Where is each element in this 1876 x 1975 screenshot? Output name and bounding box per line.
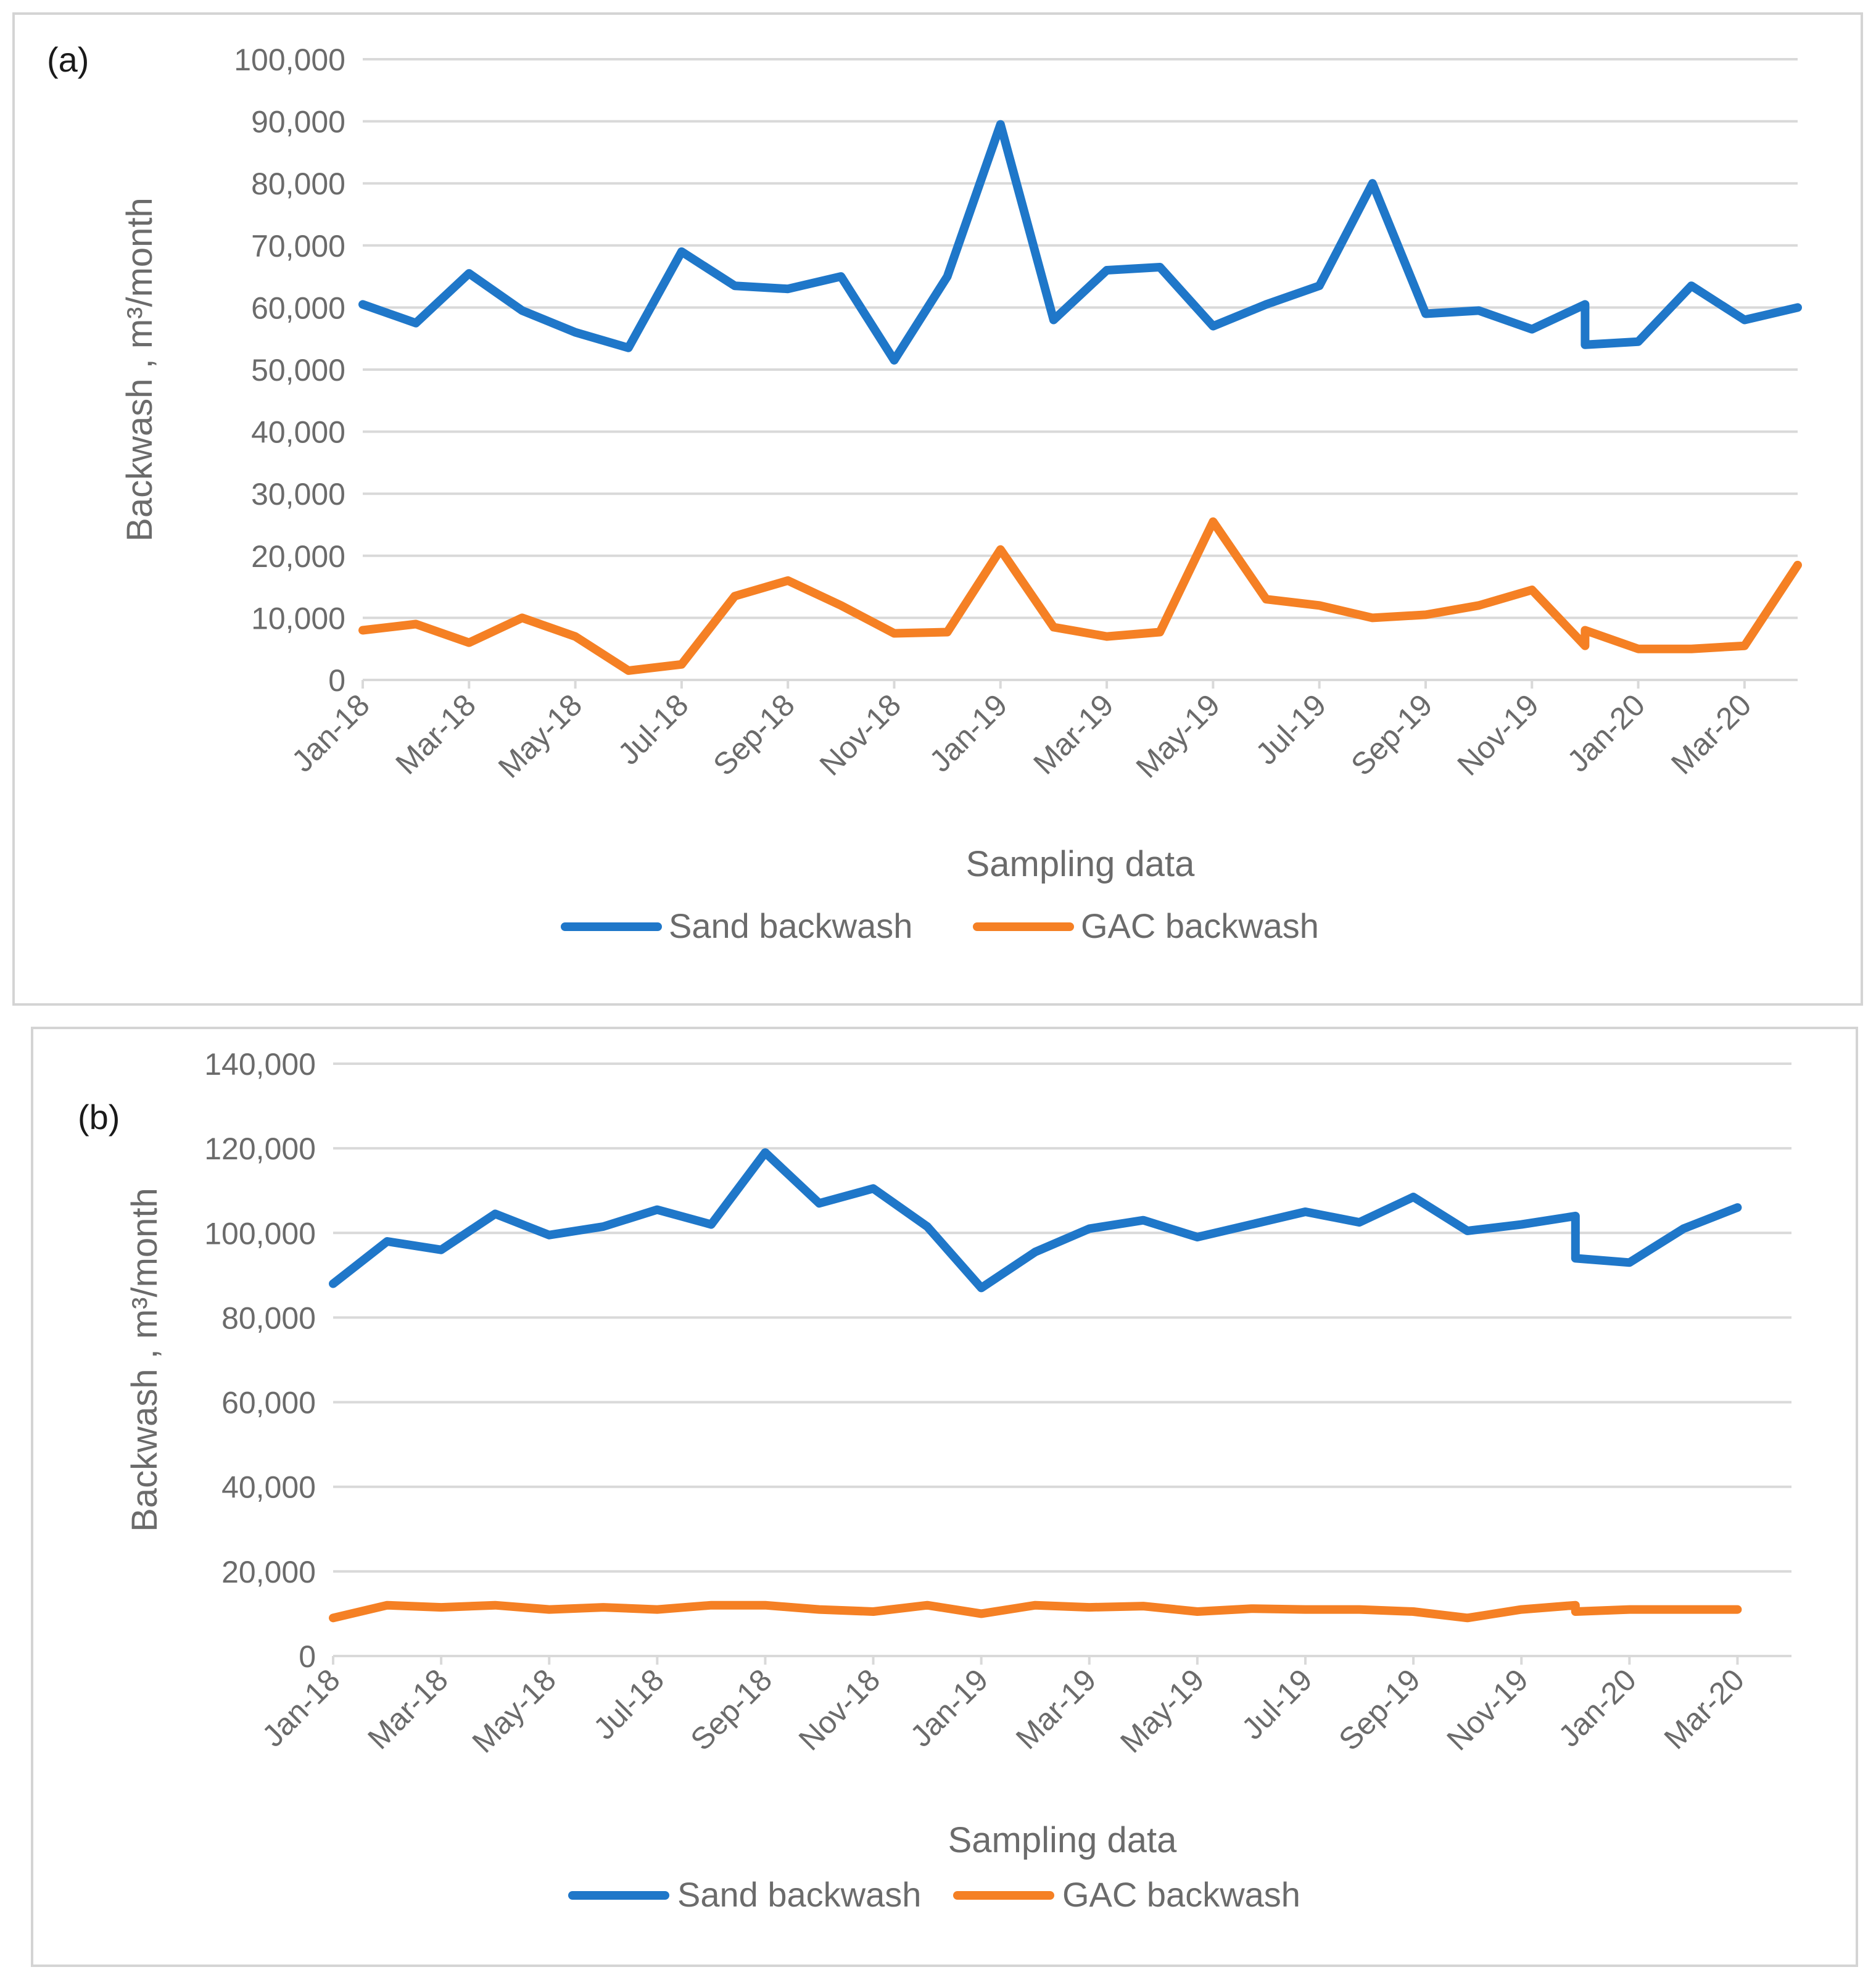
y-tick-label: 10,000 [251, 601, 345, 636]
y-tick-label: 60,000 [221, 1386, 316, 1420]
x-tick-label: Jan-18 [285, 687, 376, 779]
x-tick-label: May-19 [1114, 1662, 1210, 1759]
y-tick-label: 100,000 [204, 1216, 316, 1251]
x-tick-label: Nov-18 [792, 1662, 887, 1757]
legend-label-gac-backwash: GAC backwash [1062, 1875, 1300, 1914]
x-tick-label: Mar-18 [361, 1662, 455, 1756]
x-tick-label: Mar-19 [1027, 687, 1120, 781]
y-tick-label: 30,000 [251, 477, 345, 511]
x-tick-label: Sep-18 [706, 687, 801, 782]
y-tick-label: 0 [299, 1639, 316, 1674]
x-tick-label: Nov-18 [813, 687, 908, 782]
x-tick-label: Sep-18 [684, 1662, 779, 1757]
x-tick-label: Mar-18 [389, 687, 482, 781]
x-tick-label: Mar-20 [1664, 687, 1758, 781]
x-tick-label: May-18 [466, 1662, 563, 1759]
y-tick-label: 80,000 [221, 1301, 316, 1335]
x-tick-label: Mar-19 [1009, 1662, 1103, 1756]
series-line-gac-backwash [358, 517, 1802, 675]
y-tick-label: 90,000 [251, 105, 345, 139]
y-tick-label: 100,000 [234, 43, 345, 77]
y-tick-label: 70,000 [251, 229, 345, 263]
panel-label: (b) [78, 1098, 120, 1137]
x-tick-label: May-18 [492, 687, 589, 784]
x-tick-label: Jul-19 [1235, 1662, 1319, 1746]
x-tick-label: Jan-19 [904, 1662, 995, 1753]
x-tick-label: Jan-20 [1552, 1662, 1643, 1753]
chart-panel-b: 0 20,000 40,000 60,000 80,000 100,000 120,000 1… [31, 1027, 1858, 1967]
series-line-sand-backwash [358, 120, 1802, 365]
series-line-gac-backwash [329, 1600, 1742, 1623]
y-tick-label: 20,000 [221, 1555, 316, 1589]
x-tick-label: Sep-19 [1344, 687, 1439, 782]
y-tick-label: 80,000 [251, 167, 345, 201]
x-tick-label: May-19 [1130, 687, 1226, 784]
y-axis-title: Backwash , m³/month [120, 197, 160, 542]
legend-label-gac-backwash: GAC backwash [1081, 906, 1319, 945]
legend-label-sand-backwash: Sand backwash [669, 906, 912, 945]
legend-label-sand-backwash: Sand backwash [677, 1875, 921, 1914]
y-tick-label: 60,000 [251, 291, 345, 325]
y-tick-label: 40,000 [251, 415, 345, 450]
panel-label: (a) [47, 40, 89, 79]
x-tick-label: Jul-19 [1249, 687, 1333, 771]
x-tick-label: Jan-19 [923, 687, 1014, 779]
x-tick-label: Jan-18 [255, 1662, 347, 1753]
x-tick-label: Jul-18 [587, 1662, 671, 1746]
chart-b-svg: 0 20,000 40,000 60,000 80,000 100,000 120,000 1… [78, 1047, 1791, 1914]
x-tick-label: Mar-20 [1658, 1662, 1751, 1756]
x-axis-title: Sampling data [948, 1820, 1178, 1860]
x-tick-label: Sep-19 [1332, 1662, 1427, 1757]
series-line-sand-backwash [329, 1148, 1742, 1293]
y-tick-label: 20,000 [251, 539, 345, 574]
x-tick-label: Jul-18 [611, 687, 695, 771]
y-axis-title: Backwash , m³/month [125, 1188, 165, 1532]
x-tick-label: Jan-20 [1561, 687, 1652, 779]
chart-panel-a: 0 10,000 20,000 30,000 40,000 50,000 60,000 70,… [12, 12, 1863, 1006]
chart-a-svg: 0 10,000 20,000 30,000 40,000 50,000 60,000 70,… [47, 40, 1802, 945]
y-tick-label: 40,000 [221, 1470, 316, 1505]
y-tick-label: 50,000 [251, 353, 345, 387]
x-tick-label: Nov-19 [1440, 1662, 1535, 1757]
y-tick-label: 120,000 [204, 1132, 316, 1166]
x-axis-title: Sampling data [966, 844, 1196, 884]
y-tick-label: 0 [328, 663, 345, 698]
x-tick-label: Nov-19 [1450, 687, 1545, 782]
y-tick-label: 140,000 [204, 1047, 316, 1082]
